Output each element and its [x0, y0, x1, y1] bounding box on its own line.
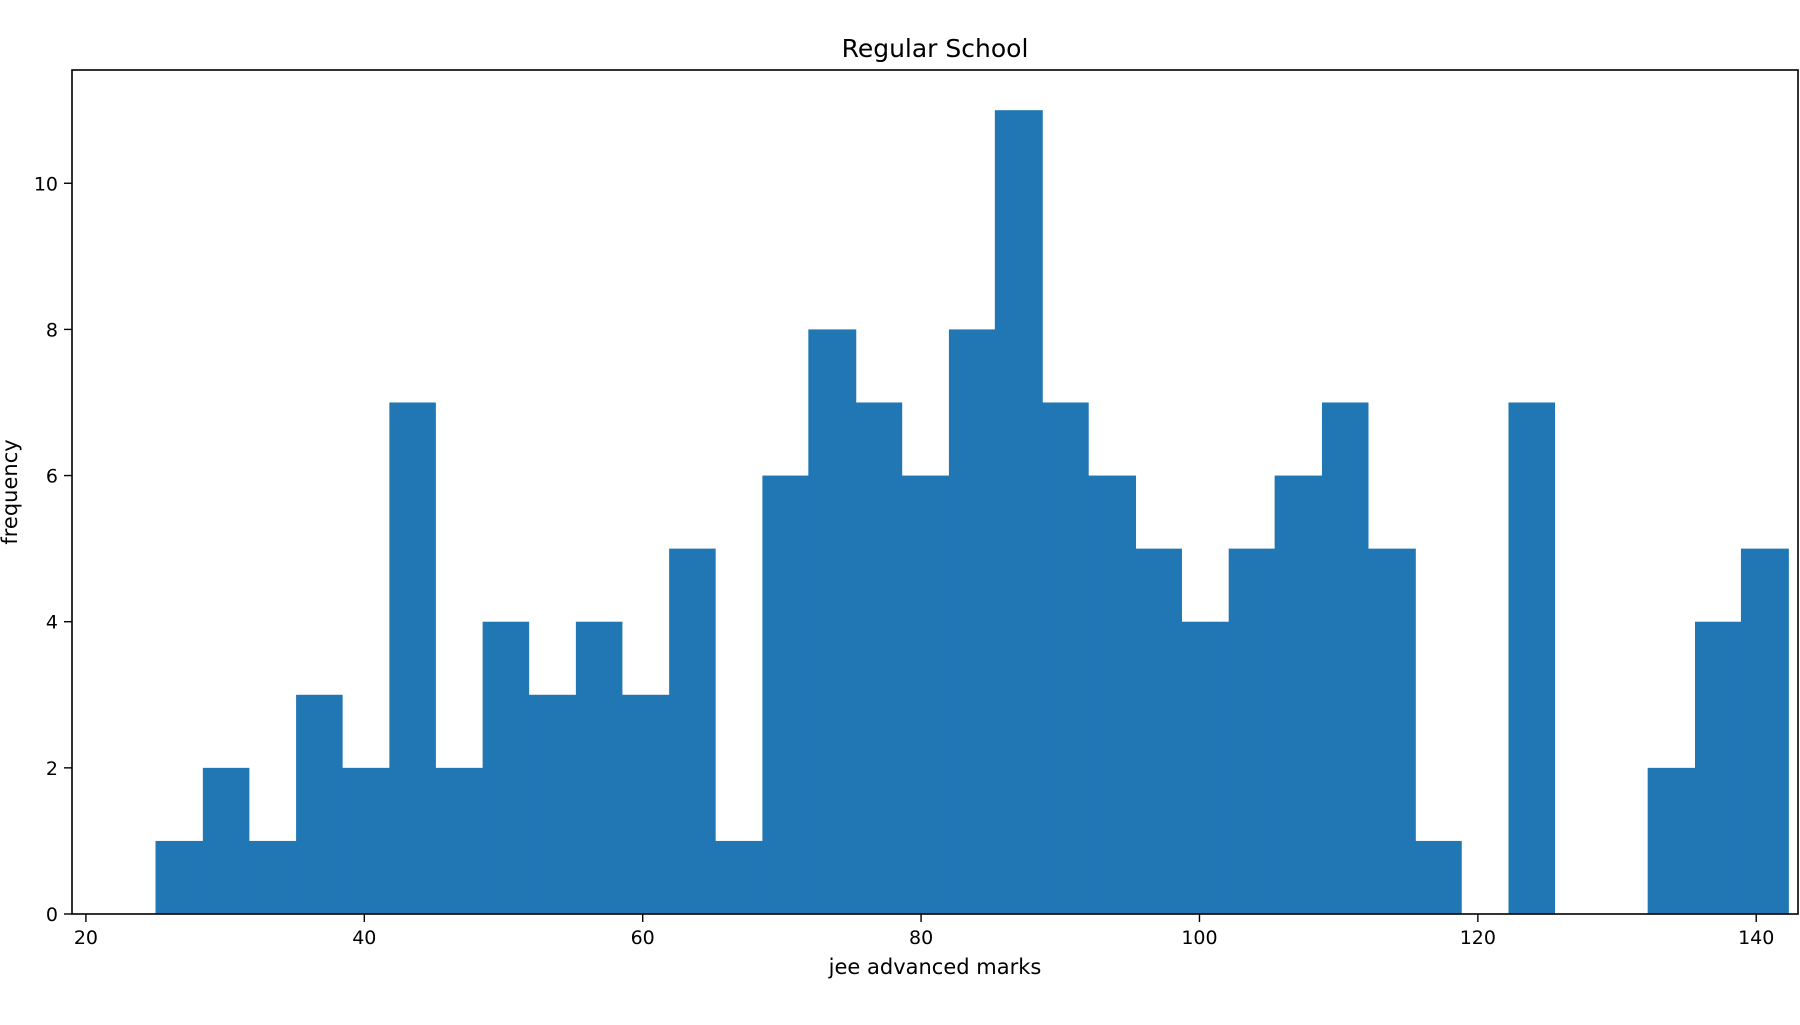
histogram-bar-10: [621, 694, 670, 914]
histogram-bar-19: [1042, 402, 1089, 914]
histogram-bar-3: [296, 694, 343, 914]
histogram-bar-26: [1367, 548, 1416, 914]
histogram-bar-18: [994, 110, 1043, 914]
histogram-bar-22: [1181, 621, 1230, 914]
histogram-bar-16: [901, 475, 950, 914]
y-tick-label: 2: [46, 758, 58, 780]
histogram-bar-5: [389, 402, 436, 914]
y-axis-label: frequency: [0, 439, 22, 544]
histogram-bar-17: [948, 329, 996, 914]
x-axis-ticks: 20 40 60 80 100 120 140: [74, 914, 1774, 949]
x-tick-label: 60: [631, 927, 655, 949]
y-tick-label: 4: [46, 612, 58, 634]
histogram-bar-32: [1647, 767, 1696, 914]
histogram-bar-25: [1321, 402, 1369, 914]
y-axis-ticks: 0 2 4 6 8 10: [34, 173, 72, 926]
histogram-bar-29: [1508, 402, 1556, 914]
chart-title: Regular School: [842, 34, 1029, 63]
histogram-bar-24: [1274, 475, 1323, 914]
y-tick-label: 8: [46, 319, 58, 341]
histogram-bar-12: [715, 840, 763, 914]
histogram-bar-0: [155, 840, 204, 914]
histogram-bar-8: [528, 694, 577, 914]
histogram-bar-2: [248, 840, 297, 914]
histogram-bar-15: [855, 402, 903, 914]
histogram-bar-11: [669, 548, 716, 914]
histogram-bar-13: [762, 475, 809, 914]
x-tick-label: 100: [1181, 927, 1217, 949]
histogram-bar-6: [435, 767, 484, 914]
histogram-bar-33: [1695, 621, 1742, 914]
x-axis-label: jee advanced marks: [828, 955, 1042, 979]
y-tick-label: 0: [46, 904, 58, 926]
y-tick-label: 6: [46, 466, 58, 488]
histogram-bar-20: [1088, 475, 1137, 914]
histogram-bar-7: [482, 621, 530, 914]
histogram-bar-1: [202, 767, 250, 914]
histogram-bar-9: [575, 621, 623, 914]
x-tick-label: 140: [1738, 927, 1774, 949]
x-tick-label: 120: [1460, 927, 1496, 949]
histogram-bar-34: [1740, 548, 1789, 914]
histogram-bar-21: [1135, 548, 1182, 914]
x-tick-label: 20: [74, 927, 98, 949]
bars-group: [155, 110, 1789, 914]
histogram-bar-23: [1228, 548, 1276, 914]
x-tick-label: 80: [909, 927, 933, 949]
histogram-bar-14: [808, 329, 857, 914]
histogram-bar-27: [1415, 840, 1462, 914]
plot-frame: [71, 69, 1799, 915]
x-tick-label: 40: [352, 927, 376, 949]
y-tick-label: 10: [34, 173, 58, 195]
histogram-bar-4: [342, 767, 390, 914]
